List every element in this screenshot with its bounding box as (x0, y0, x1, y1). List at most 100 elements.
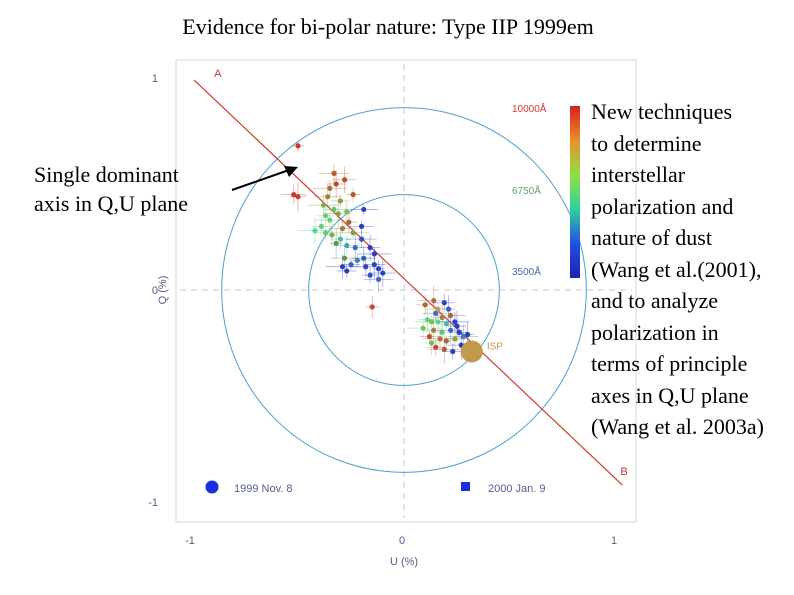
polarization-circles (221, 107, 587, 473)
point-marker (375, 266, 382, 272)
colorbar-label-3500: 3500Å (512, 265, 541, 278)
x-axis-label: U (%) (390, 556, 418, 568)
axis-label-b: B (620, 466, 627, 478)
data-point (346, 231, 377, 248)
data-point (337, 227, 370, 238)
data-point (440, 311, 469, 332)
point-marker (322, 213, 329, 219)
point-marker (435, 319, 441, 325)
point-marker (361, 255, 367, 261)
point-marker (344, 208, 350, 215)
data-point (369, 259, 396, 288)
right-note-line: nature of dust (591, 225, 712, 250)
data-point (357, 246, 392, 261)
data-point (328, 222, 357, 235)
point-marker (445, 306, 452, 312)
data-point (414, 315, 449, 328)
point-marker (424, 317, 430, 323)
point-marker (337, 236, 343, 242)
data-point (312, 180, 347, 197)
point-marker (367, 272, 373, 278)
data-point (439, 318, 454, 329)
point-marker (450, 348, 456, 355)
data-point (340, 201, 353, 222)
right-note-line: and to analyze (591, 288, 719, 313)
data-point (317, 206, 334, 225)
point-marker (318, 223, 324, 229)
point-marker (354, 257, 360, 263)
point-marker (428, 340, 435, 346)
data-point (336, 263, 357, 278)
data-point (426, 338, 445, 357)
data-point (442, 295, 455, 324)
point-marker (433, 310, 439, 316)
data-point (313, 225, 338, 240)
data-point (347, 233, 364, 262)
data-point (314, 206, 345, 235)
data-point (326, 170, 347, 198)
right-annotation: New techniques to determine interstellar… (591, 96, 794, 443)
point-marker (344, 268, 350, 274)
point-marker (359, 223, 365, 229)
x-tick-label: 1 (611, 535, 617, 547)
data-point (362, 267, 379, 284)
point-marker (320, 202, 327, 208)
point-marker (435, 306, 441, 312)
data-point (324, 222, 339, 247)
point-marker (428, 319, 435, 325)
legend-label-nov: 1999 Nov. 8 (234, 483, 293, 495)
data-point (292, 140, 304, 151)
data-point (428, 335, 461, 364)
point-marker (348, 261, 354, 268)
legend-marker-circle (205, 480, 219, 494)
point-marker (371, 261, 377, 268)
tick-labels: -1 0 1 1 0 -1 (148, 73, 617, 547)
point-marker (371, 251, 377, 257)
point-marker (369, 304, 375, 310)
right-note-line: polarization in (591, 319, 719, 345)
point-marker (367, 245, 373, 251)
data-point (323, 204, 346, 215)
point-marker (431, 327, 437, 333)
legend-label-jan: 2000 Jan. 9 (488, 483, 546, 495)
point-marker (344, 242, 350, 249)
left-annotation: Single dominant axis in Q,U plane (34, 160, 234, 218)
data-point (448, 311, 466, 342)
point-marker (420, 325, 426, 331)
data-point (330, 228, 343, 259)
colorbar-gradient (570, 106, 580, 278)
data-point (422, 305, 449, 322)
point-marker (312, 228, 318, 234)
data-point (363, 249, 386, 280)
point-marker (327, 185, 333, 191)
point-marker (342, 255, 348, 261)
y-tick-label: 0 (152, 285, 158, 297)
data-point (319, 164, 350, 183)
data-point (419, 330, 440, 343)
right-note-line: (Wang et al. 2003a) (591, 414, 764, 439)
point-marker (327, 217, 333, 223)
right-note-line: terms of principle (591, 351, 748, 376)
data-point (349, 204, 378, 215)
point-marker (439, 314, 445, 321)
point-marker (448, 312, 454, 319)
point-marker (454, 323, 460, 329)
data-point (407, 319, 440, 338)
data-point (441, 343, 464, 360)
point-marker (422, 302, 428, 308)
point-marker (350, 192, 356, 198)
legend-marker-square (461, 482, 470, 491)
point-marker (339, 264, 346, 270)
data-point (365, 295, 380, 318)
point-marker (361, 206, 367, 213)
y-tick-label: 1 (152, 73, 158, 85)
data-point (423, 331, 440, 355)
data-point (342, 259, 360, 270)
data-point (329, 229, 352, 250)
data-point (424, 302, 451, 317)
y-tick-label: -1 (148, 497, 158, 509)
data-point (311, 218, 332, 235)
data-point (360, 234, 381, 261)
data-point (451, 325, 468, 340)
